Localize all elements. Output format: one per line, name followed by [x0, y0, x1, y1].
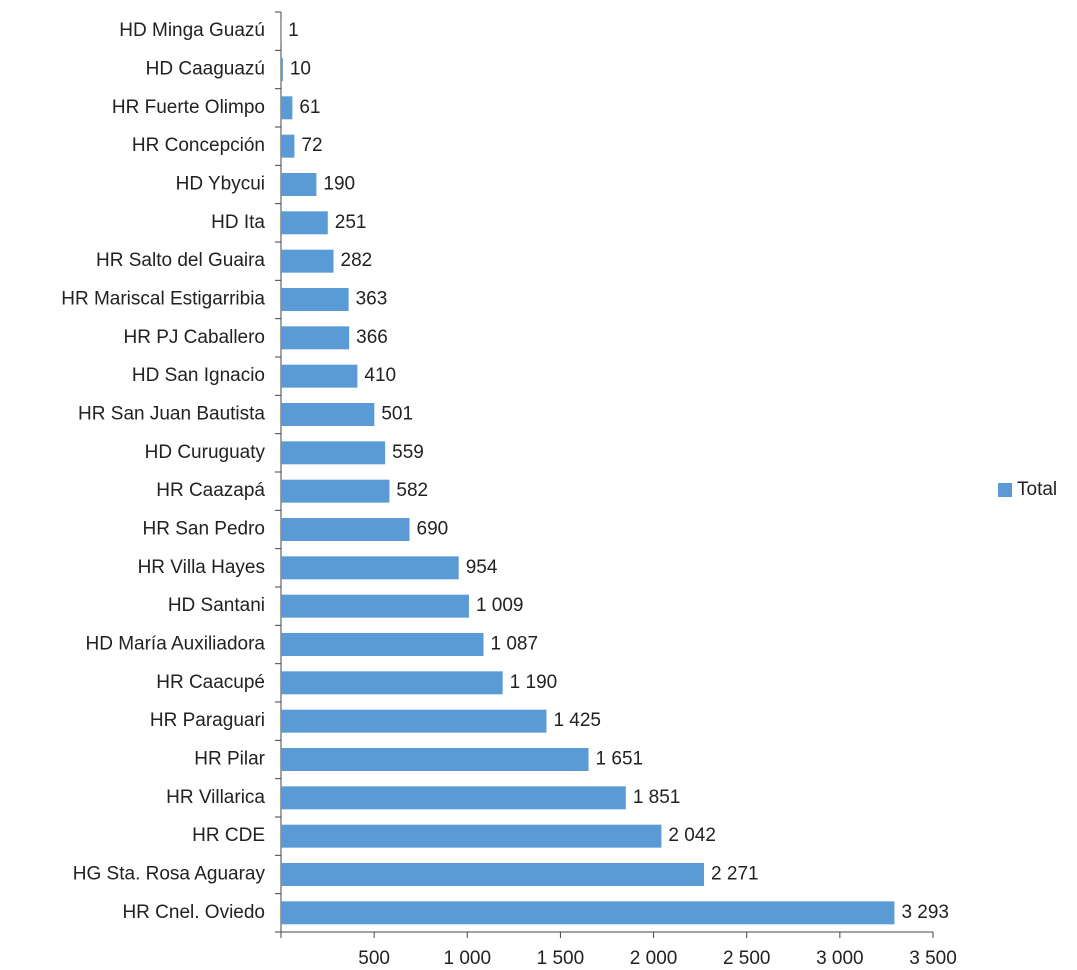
- bar: [281, 58, 283, 81]
- data-label: 690: [417, 519, 449, 540]
- y-tick-label: HR Villa Hayes: [138, 557, 265, 578]
- data-label: 410: [364, 365, 396, 386]
- y-tick-label: HD San Ignacio: [132, 365, 265, 386]
- bar: [281, 594, 469, 618]
- bar: [281, 901, 895, 925]
- y-tick-label: HD Ybycui: [176, 174, 265, 195]
- y-tick-label: HR San Juan Bautista: [78, 404, 265, 425]
- data-label: 1 190: [510, 672, 558, 693]
- legend-swatch: [998, 483, 1012, 497]
- y-tick-label: HD Minga Guazú: [119, 20, 265, 41]
- data-label: 559: [392, 442, 424, 463]
- data-label: 1: [288, 20, 299, 41]
- y-tick-label: HR Paraguari: [150, 710, 265, 731]
- y-tick-label: HR Caazapá: [156, 480, 265, 501]
- data-label: 61: [299, 97, 320, 118]
- y-tick-label: HR Pilar: [194, 749, 265, 770]
- y-tick-label: HR CDE: [192, 825, 265, 846]
- bar: [281, 134, 295, 158]
- bar: [281, 211, 328, 235]
- data-label: 954: [466, 557, 498, 578]
- bar: [281, 633, 484, 656]
- y-tick-label: HR PJ Caballero: [124, 327, 266, 348]
- x-tick-label: 500: [358, 948, 390, 969]
- x-tick-label: 1 000: [444, 948, 492, 969]
- y-tick-label: HR Mariscal Estigarribia: [61, 289, 265, 310]
- bar: [281, 326, 350, 350]
- bar: [281, 518, 410, 541]
- bar: [281, 173, 317, 196]
- x-tick-label: 3 000: [816, 948, 864, 969]
- bar: [281, 824, 662, 848]
- bar: [281, 556, 459, 580]
- x-tick-label: 3 500: [909, 948, 957, 969]
- legend-label: Total: [1017, 479, 1057, 500]
- y-tick-label: HR San Pedro: [142, 519, 265, 540]
- data-label: 501: [381, 404, 413, 425]
- data-label: 1 087: [490, 634, 538, 655]
- bar: [281, 748, 589, 771]
- x-tick-label: 2 500: [723, 948, 771, 969]
- y-tick-label: HD María Auxiliadora: [85, 634, 265, 655]
- data-label: 582: [396, 480, 428, 501]
- y-tick-label: HD Caaguazú: [146, 59, 265, 80]
- data-label: 251: [335, 212, 367, 233]
- bar: [281, 403, 375, 426]
- data-label: 10: [290, 59, 311, 80]
- bar: [281, 709, 547, 733]
- bar: [281, 364, 358, 388]
- data-label: 1 009: [476, 595, 524, 616]
- data-label: 2 042: [668, 825, 716, 846]
- y-tick-label: HR Fuerte Olimpo: [112, 97, 265, 118]
- data-label: 1 851: [633, 787, 681, 808]
- data-label: 1 651: [596, 749, 644, 770]
- data-label: 1 425: [553, 710, 601, 731]
- x-tick-label: 1 500: [537, 948, 585, 969]
- data-label: 72: [301, 135, 322, 156]
- y-tick-label: HR Salto del Guaira: [96, 250, 265, 271]
- y-tick-label: HR Concepción: [132, 135, 265, 156]
- bar: [281, 786, 626, 810]
- y-tick-label: HR Villarica: [166, 787, 265, 808]
- bar: [281, 863, 705, 886]
- data-label: 2 271: [711, 864, 759, 885]
- bar: [281, 441, 386, 465]
- y-tick-label: HR Caacupé: [156, 672, 265, 693]
- y-tick-label: HD Santani: [168, 595, 265, 616]
- y-tick-label: HR Cnel. Oviedo: [122, 902, 265, 923]
- bar: [281, 249, 334, 273]
- data-label: 366: [356, 327, 388, 348]
- bar: [281, 671, 503, 695]
- data-label: 282: [341, 250, 373, 271]
- bar: [281, 288, 349, 311]
- data-label: 363: [356, 289, 388, 310]
- bar: [281, 479, 390, 503]
- y-tick-label: HD Curuguaty: [145, 442, 266, 463]
- x-tick-label: 2 000: [630, 948, 678, 969]
- data-label: 190: [323, 174, 355, 195]
- bar: [281, 96, 293, 120]
- y-tick-label: HD Ita: [211, 212, 265, 233]
- data-label: 3 293: [901, 902, 949, 923]
- y-tick-label: HG Sta. Rosa Aguaray: [73, 864, 266, 885]
